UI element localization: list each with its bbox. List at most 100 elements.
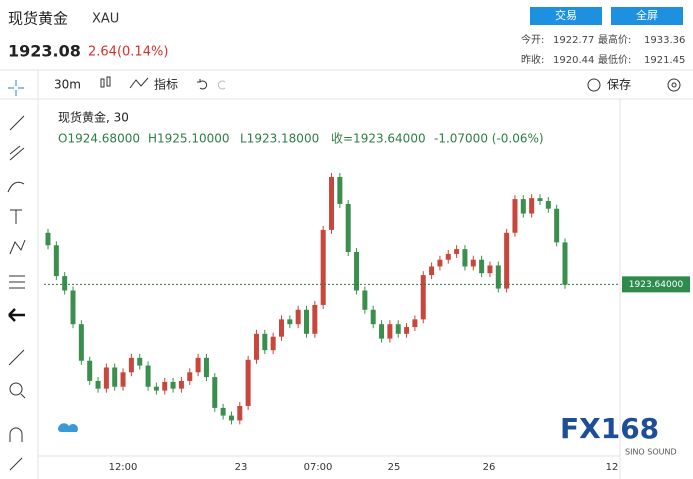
stat-value: 1922.77 [553,35,594,46]
candle [320,229,326,305]
candle [228,415,234,421]
candle [45,232,51,246]
candle [462,249,468,267]
candle [70,290,76,325]
candle [245,359,251,406]
candle [212,377,218,408]
x-tick-label: 07:00 [304,462,333,473]
candle [195,357,201,373]
candle [120,372,126,387]
candle [253,333,259,360]
candle [504,232,510,289]
candle [170,381,176,389]
fullscreen-button[interactable] [611,7,683,25]
candle [270,336,276,351]
last-price-label: 1923.64000 [629,280,684,290]
candle [112,367,118,387]
candle [128,357,134,373]
candle [487,265,493,274]
candle [345,203,351,253]
candle [145,365,151,387]
candle [387,324,393,339]
symbol-name: 现货黄金 [8,10,68,28]
ohlc-change: -1.07000 (-0.06%) [434,132,544,146]
candle [404,327,410,334]
x-tick-label: 12:00 [109,462,138,473]
candle [278,319,284,337]
change: 2.64(0.14%) [88,45,168,60]
stat-label: 昨收: [521,53,544,66]
plot: 1923.64000 [44,172,690,425]
legend-title: 现货黄金, 30 [58,110,129,125]
candle [420,275,426,320]
candle [262,333,268,351]
candle [479,259,485,274]
candle [379,324,385,339]
stat-label: 今开: [521,33,544,46]
trade-button[interactable] [530,7,602,25]
candle [87,360,93,381]
x-tick-label: 23 [235,462,248,473]
candle [95,380,101,389]
stat-value: 1933.36 [644,35,685,46]
stat-label: 最高价: [598,33,631,46]
symbol-code: XAU [92,12,119,27]
candle [495,265,501,289]
candle [304,309,309,334]
candle [470,259,476,267]
candle [529,198,535,214]
candle [337,176,343,204]
candle [220,407,226,416]
candle [520,199,526,214]
x-tick-label: 12 [606,462,619,473]
candle [412,319,418,328]
candle [53,245,59,277]
candle [295,309,301,325]
candle [562,242,568,285]
stat-label: 最低价: [598,53,631,66]
cloud-icon [57,423,78,432]
fullscreen-label[interactable]: 全屏 [636,8,658,22]
candle [178,380,184,389]
candle [395,324,401,334]
candle [554,208,560,243]
candle [62,276,68,291]
price: 1923.08 [8,42,81,61]
ohlc-open: O1924.68000 [58,132,140,146]
candle [354,252,360,291]
ohlc-low: L1923.18000 [240,132,319,146]
candle [362,290,368,310]
candle [445,253,451,260]
logo: FX168 [560,412,659,445]
candle [187,372,193,381]
stat-value: 1920.44 [553,55,594,66]
candle [512,199,518,233]
indicators[interactable]: 指标 [154,77,178,92]
candle [429,266,435,276]
candle [137,357,143,366]
toolbar-icons [7,76,681,471]
candle [153,386,159,391]
candle [370,309,376,325]
stat-value: 1921.45 [644,55,685,66]
logo-sub: SINO SOUND [625,448,677,457]
interval[interactable]: 30m [54,78,81,92]
candle [287,319,293,325]
candle [454,249,460,254]
candle [437,259,443,267]
last-price-box [622,276,690,293]
candle [103,367,109,389]
save[interactable]: 保存 [607,78,631,92]
x-tick-label: 25 [388,462,401,473]
x-tick-label: 26 [483,462,496,473]
candle [78,324,84,361]
ohlc-close: 收=1923.64000 [331,132,426,146]
ohlc-high: H1925.10000 [148,132,230,146]
candle [545,201,551,209]
candle [237,405,243,421]
candle [162,381,168,391]
candle [329,176,335,230]
candle [203,357,209,378]
trade-label[interactable]: 交易 [555,8,577,22]
candle [537,198,543,202]
